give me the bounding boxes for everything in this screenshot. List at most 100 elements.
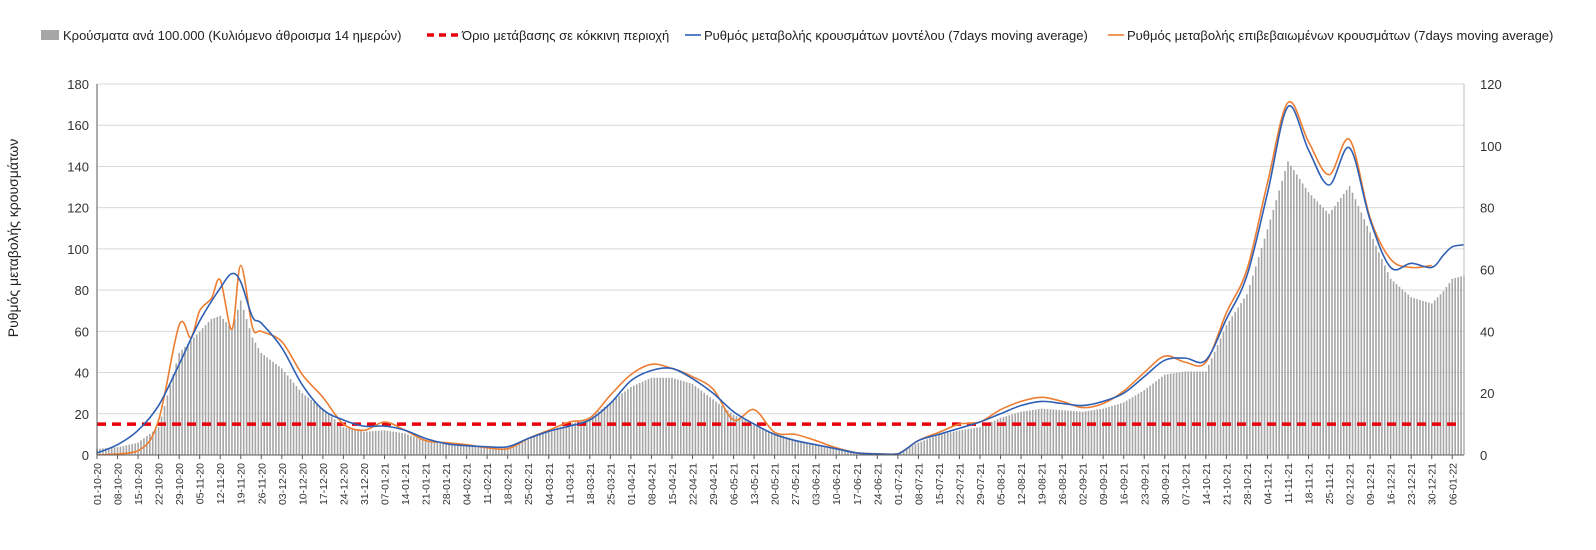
bar: [1181, 371, 1184, 455]
bar: [920, 441, 923, 455]
bar: [1416, 299, 1418, 455]
bar: [756, 425, 758, 455]
bar: [826, 445, 829, 455]
x-tick-label: 22-04-21: [688, 463, 700, 505]
bar: [1457, 277, 1459, 455]
bar: [990, 421, 993, 456]
bar: [1381, 258, 1383, 455]
bar: [917, 442, 920, 455]
x-tick-label: 27-05-21: [790, 463, 802, 505]
bar: [1451, 278, 1454, 455]
x-tick-label: 13-05-21: [749, 463, 761, 505]
bar: [1445, 287, 1448, 455]
bar: [1102, 408, 1104, 456]
bar: [260, 352, 263, 455]
bar: [380, 430, 383, 455]
x-tick-label: 21-10-21: [1221, 463, 1233, 505]
bar: [691, 383, 694, 455]
bar: [163, 405, 166, 455]
bar: [1246, 294, 1248, 455]
bar: [844, 449, 846, 455]
x-tick-label: 15-04-21: [667, 463, 679, 505]
bar: [190, 340, 192, 455]
bar: [1046, 409, 1049, 455]
line-series: [96, 100, 1465, 456]
bar: [993, 420, 996, 455]
bar: [1199, 371, 1201, 455]
x-tick-label: 12-08-21: [1016, 463, 1028, 505]
bar: [770, 432, 773, 455]
x-tick-label: 18-11-21: [1304, 463, 1316, 504]
bar: [589, 417, 591, 455]
bar: [926, 439, 928, 455]
bar: [721, 405, 723, 455]
x-tick-label: 29-04-21: [708, 463, 720, 505]
bar: [1319, 204, 1322, 455]
bar: [113, 447, 116, 455]
bar: [656, 377, 659, 455]
bar: [618, 395, 620, 455]
bar: [454, 444, 456, 455]
bar: [383, 430, 386, 455]
bar: [562, 425, 565, 455]
x-tick-label: 14-01-21: [400, 463, 412, 505]
x-tick-label: 12-11-20: [215, 463, 227, 504]
x-tick-label: 04-03-21: [544, 463, 556, 505]
bar: [580, 420, 582, 455]
bar: [251, 337, 254, 455]
series-line-confirmed: [96, 100, 1432, 456]
bar: [671, 377, 673, 455]
bar: [371, 431, 374, 455]
bar: [398, 432, 400, 455]
bar: [486, 447, 488, 455]
bar: [272, 361, 274, 455]
legend-entry-confirmed: Ρυθμός μεταβολής επιβεβαιωμένων κρουσμάτ…: [1108, 28, 1553, 43]
bar: [946, 432, 949, 455]
bar: [1422, 300, 1424, 455]
bar: [316, 404, 318, 455]
bar: [723, 408, 726, 455]
bar: [451, 444, 453, 455]
bar: [474, 446, 477, 455]
bar: [410, 435, 412, 455]
bar: [797, 440, 799, 455]
bar: [1205, 371, 1207, 455]
bar: [753, 424, 755, 455]
x-tick-label: 23-12-21: [1406, 463, 1418, 505]
bar: [923, 440, 926, 455]
bar: [1404, 292, 1407, 455]
x-tick-label: 26-08-21: [1057, 463, 1069, 505]
bar: [1017, 412, 1019, 455]
bar: [363, 431, 365, 455]
bar: [304, 395, 307, 456]
bar: [254, 342, 257, 455]
bar: [1026, 410, 1028, 455]
bar: [128, 444, 131, 455]
bar: [1407, 294, 1410, 455]
x-tick-label: 29-07-21: [975, 463, 987, 505]
bar: [131, 443, 134, 455]
x-tick-label: 22-07-21: [954, 463, 966, 505]
bar: [1342, 193, 1345, 455]
bar: [653, 377, 656, 455]
bar: [1031, 409, 1034, 455]
bar: [301, 393, 304, 455]
bar: [518, 442, 521, 455]
bar: [477, 446, 480, 455]
bar: [1272, 209, 1275, 455]
bar: [506, 447, 509, 455]
x-tick-label: 10-12-20: [297, 463, 309, 505]
bar: [1375, 245, 1377, 455]
bar: [1043, 408, 1046, 455]
bar: [1322, 207, 1324, 455]
bar: [210, 318, 213, 455]
bar: [638, 383, 641, 455]
x-tick-label: 10-06-21: [831, 463, 843, 505]
bar: [762, 428, 764, 455]
bar: [234, 318, 236, 455]
bar: [765, 429, 767, 455]
x-tick-label: 06-01-22: [1447, 463, 1459, 505]
bar: [248, 328, 251, 455]
bar: [292, 382, 295, 455]
y-right-tick-labels: 0 20 40 60 80 100 120: [1480, 77, 1502, 463]
